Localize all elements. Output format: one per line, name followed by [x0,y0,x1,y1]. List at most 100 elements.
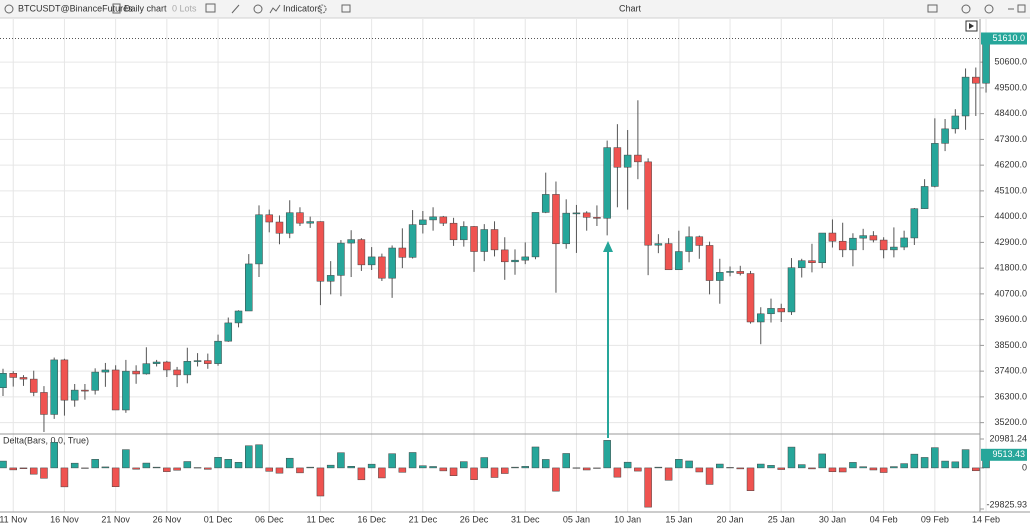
candle-body [613,147,622,168]
delta-bar [111,467,120,488]
delta-bar [490,467,499,478]
delta-bar [419,465,427,469]
draw-icon[interactable] [231,4,240,14]
delta-bar [398,467,407,473]
candle-body [60,359,69,401]
candle-body [460,226,468,241]
candle-body [920,186,929,209]
sync-icon[interactable] [317,4,327,14]
delta-bar [101,466,110,469]
delta-bar [449,467,458,476]
settings-icon[interactable] [984,4,994,14]
y-tick-label: 50600.0 [994,57,1027,67]
template-icon[interactable] [341,4,351,13]
symbol[interactable]: BTCUSDT@BinanceFutures [18,3,133,13]
x-tick-label: 06 Dec [255,514,284,524]
candle-body [838,240,847,251]
delta-bar [429,466,437,469]
candle-body [367,256,376,266]
delta-bar [142,462,151,469]
delta-bar [746,467,755,491]
delta-bar [9,467,17,471]
delta-bar [705,467,714,485]
x-tick-label: 16 Dec [357,514,386,524]
candle-body [480,229,489,252]
x-tick-label: 11 Dec [307,514,335,524]
delta-bar [501,467,509,474]
delta-bar [183,461,192,469]
delta-bar [961,449,970,469]
last-price-label: 51610.0 [992,33,1025,43]
candle-body [265,214,273,223]
delta-bar [265,467,273,472]
zoom-icon[interactable] [253,4,263,14]
delta-bar [910,453,919,469]
delta-bar [623,461,632,469]
candle-body [234,310,243,324]
y-tick-label: 44000.0 [994,211,1027,221]
delta-bar [19,467,28,469]
candle-body [142,363,151,375]
delta-bar [941,460,949,469]
delta-bar [787,446,796,469]
candle-body [859,235,867,239]
candle-body [705,245,714,281]
delta-bar [552,467,560,492]
candle-body [296,212,304,224]
color-icon[interactable] [961,4,971,14]
candle-body [972,76,980,84]
candle-body [439,216,448,224]
y-tick-label: 48400.0 [994,108,1027,118]
x-tick-label: 10 Jan [614,514,641,524]
delta-bar [644,467,652,508]
candle-body [122,370,130,411]
candle-body [767,308,775,315]
timeframe[interactable]: Daily chart [124,3,167,13]
lots[interactable]: 0 Lots [172,3,197,13]
x-tick-label: 01 Dec [204,514,233,524]
candle-body [716,272,724,281]
scroll-end-arrow [969,23,974,29]
delta-bar [0,460,7,469]
x-tick-label: 31 Dec [511,514,540,524]
indicators-icon [269,4,281,14]
y-tick-label: 41800.0 [994,263,1027,273]
candle-body [50,359,58,415]
delta-bar [460,461,468,469]
maximize-button[interactable] [1017,4,1026,13]
candle-body [818,232,826,264]
delta-bar [818,453,826,469]
candle-body [797,260,806,268]
delta-y-tick-label: 0 [1022,462,1027,472]
screenshot-icon[interactable] [927,4,938,13]
delta-bar [859,466,867,469]
grid [0,19,987,512]
candle-body [828,232,837,242]
x-tick-label: 25 Jan [768,514,795,524]
indicators-button[interactable]: Indicators [283,3,323,13]
delta-bar [316,467,325,497]
y-tick-label: 46200.0 [994,160,1027,170]
candle-body [275,221,284,234]
delta-bar [122,449,130,469]
candle-body [910,208,919,239]
search-icon[interactable] [4,4,14,14]
candle-body [746,273,755,323]
delta-bar [562,453,570,469]
delta-bar [193,467,202,469]
indicator-title: Delta(Bars, 0.0, True) [3,435,89,445]
candle-body [378,256,386,279]
delta-bar [890,466,898,469]
annotation-arrow-head [603,241,613,252]
delta-bar [972,467,980,472]
candle-body [429,216,437,221]
candle-body [163,361,171,371]
trade-icon[interactable] [205,3,216,13]
candle-body [470,226,478,252]
candle-body [337,242,345,276]
candle-body [19,377,28,380]
last-delta-box [981,448,1027,461]
candle-body [255,214,263,265]
candle-body [193,360,202,362]
delta-bar [29,467,38,475]
